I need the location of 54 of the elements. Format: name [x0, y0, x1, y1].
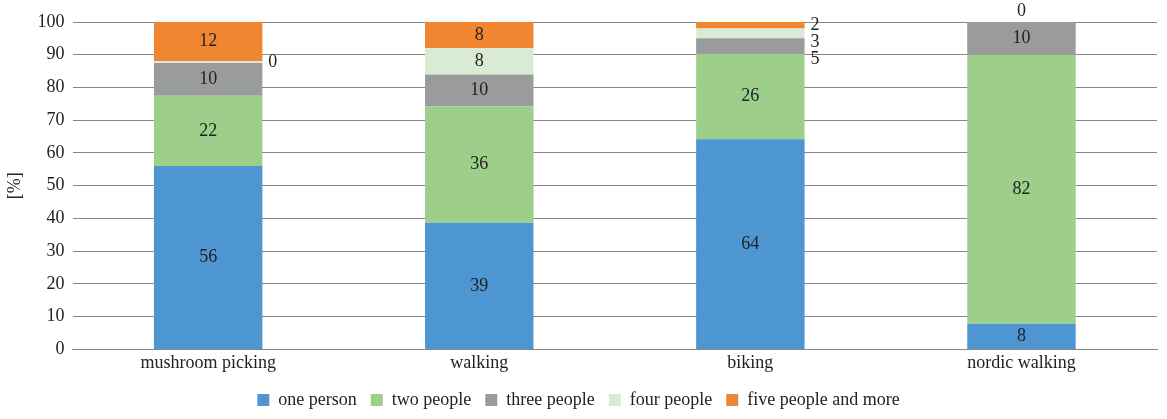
bar [425, 74, 534, 107]
y-tick-label: 70 [46, 108, 65, 129]
bar [696, 28, 805, 39]
y-tick-label: 30 [46, 239, 65, 260]
legend-label: four people [629, 388, 713, 409]
data-label: 56 [199, 246, 218, 267]
bar [696, 54, 805, 140]
y-tick-label: 90 [46, 43, 65, 64]
y-tick-label: 60 [46, 141, 65, 162]
data-label: 36 [470, 153, 489, 174]
data-label: 12 [199, 30, 218, 51]
y-tick-label: 0 [55, 338, 65, 359]
bar [696, 139, 805, 349]
bar [967, 22, 1076, 55]
data-label: 8 [1016, 325, 1026, 346]
bar [967, 323, 1076, 349]
data-label: 26 [741, 85, 760, 106]
bar [967, 54, 1076, 324]
data-label: 8 [474, 50, 484, 71]
bar [153, 166, 263, 349]
legend-label: two people [391, 388, 472, 409]
data-label: 10 [1012, 27, 1031, 48]
data-label: 0 [1016, 0, 1026, 20]
legend-label: three people [506, 388, 595, 409]
y-tick-label: 80 [46, 76, 65, 97]
x-tick-label: walking [450, 351, 509, 372]
legend-label: five people and more [747, 388, 900, 409]
y-tick-label: 10 [46, 305, 65, 326]
x-tick-label: biking [727, 351, 774, 372]
data-label: 22 [199, 119, 218, 140]
data-label: 0 [268, 50, 278, 71]
bar [696, 22, 805, 29]
data-label: 10 [199, 68, 218, 89]
y-tick-label: 50 [46, 174, 65, 195]
y-axis-title: [%] [3, 172, 24, 200]
bar [153, 22, 263, 62]
data-label: 8 [474, 23, 484, 44]
bar [425, 22, 534, 49]
bar [153, 95, 263, 167]
bar [425, 222, 534, 349]
y-tick-label: 40 [46, 207, 65, 228]
data-label: 10 [470, 79, 489, 99]
data-label: 82 [1012, 178, 1031, 199]
bar [425, 106, 534, 223]
bar [153, 62, 263, 96]
bar [696, 38, 805, 55]
x-tick-label: mushroom picking [140, 351, 276, 372]
bar [425, 48, 534, 75]
data-label: 64 [741, 232, 760, 253]
y-tick-label: 20 [46, 272, 65, 293]
y-tick-label: 100 [37, 10, 65, 31]
legend-label: one person [278, 388, 357, 409]
x-tick-label: nordic walking [967, 351, 1076, 372]
data-label: 39 [470, 274, 489, 295]
